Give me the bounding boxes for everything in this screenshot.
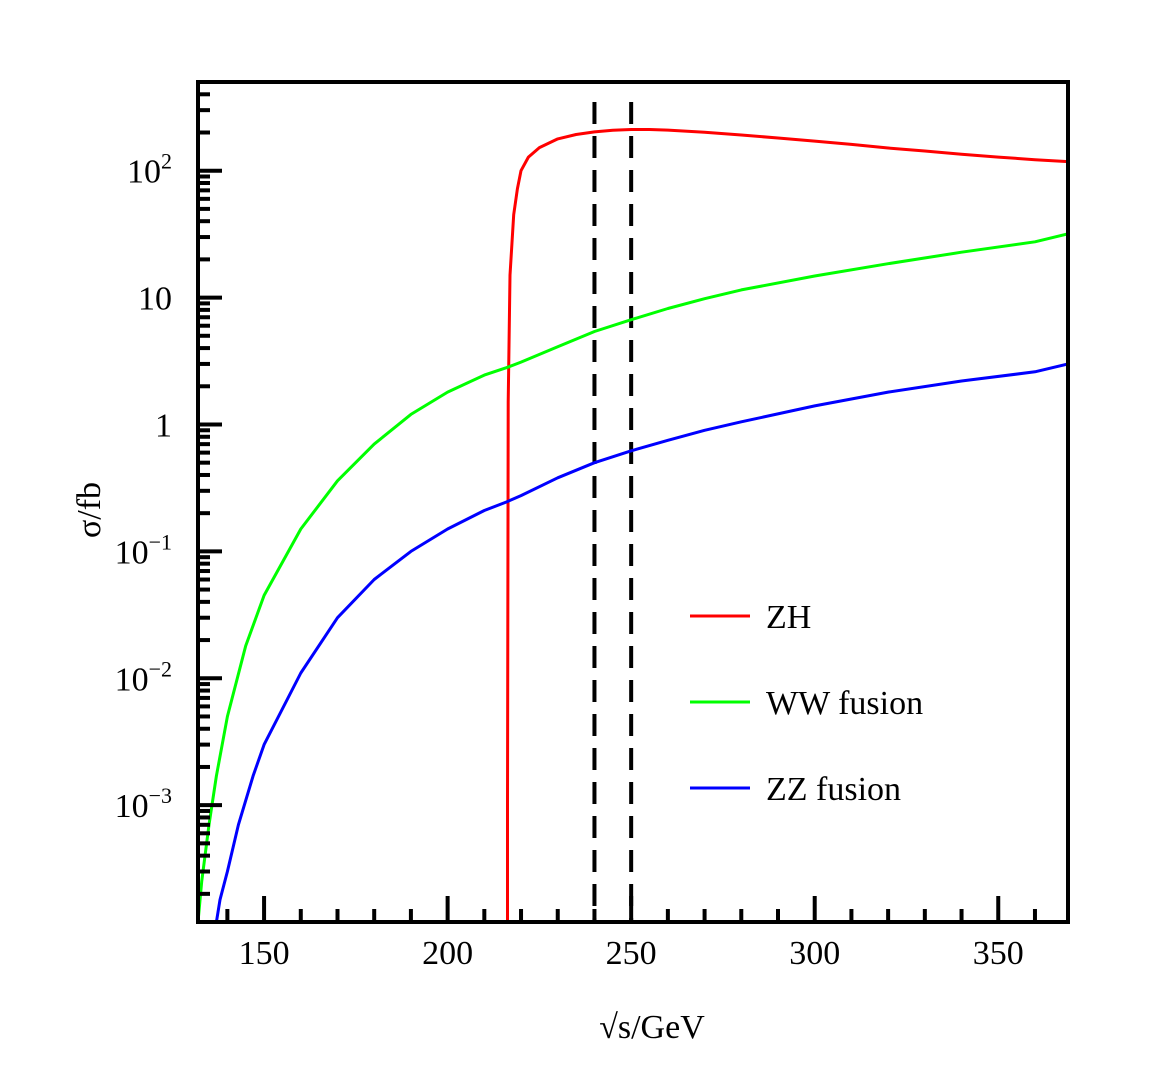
y-tick-label: 10−2 bbox=[115, 656, 172, 698]
y-tick-label: 10 bbox=[138, 281, 172, 318]
y-tick-base: 10 bbox=[127, 154, 161, 191]
y-tick-base: 10 bbox=[115, 534, 149, 571]
x-tick-label: 300 bbox=[789, 935, 840, 972]
legend-label: ZH bbox=[766, 599, 811, 636]
y-tick-label: 10−3 bbox=[115, 783, 172, 825]
x-tick-label: 150 bbox=[239, 935, 290, 972]
x-axis-label: √s/GeV bbox=[599, 1009, 705, 1046]
y-tick-exponent: −2 bbox=[149, 656, 172, 681]
y-tick-label: 10−1 bbox=[115, 529, 172, 571]
y-tick-base: 1 bbox=[155, 407, 172, 444]
y-tick-exponent: −1 bbox=[149, 529, 172, 554]
y-tick-base: 10 bbox=[115, 788, 149, 825]
x-tick-label: 350 bbox=[973, 935, 1024, 972]
y-tick-exponent: 2 bbox=[161, 149, 172, 174]
reference-lines bbox=[592, 102, 634, 922]
y-axis-label: σ/fb bbox=[71, 482, 108, 538]
y-tick-exponent: −3 bbox=[149, 783, 172, 808]
legend-label: WW fusion bbox=[766, 685, 923, 722]
y-tick-base: 10 bbox=[138, 281, 172, 318]
y-tick-base: 10 bbox=[115, 661, 149, 698]
x-tick-label: 250 bbox=[606, 935, 657, 972]
series-line-zz-fusion bbox=[214, 362, 1068, 922]
y-tick-label: 102 bbox=[127, 149, 172, 191]
series-line-zh bbox=[506, 128, 1068, 922]
legend-label: ZZ fusion bbox=[766, 771, 901, 808]
series-line-ww-fusion bbox=[198, 232, 1068, 922]
legend: ZH WW fusion ZZ fusion bbox=[690, 599, 923, 808]
y-tick-label: 1 bbox=[155, 407, 172, 444]
x-tick-label: 200 bbox=[422, 935, 473, 972]
series-lines bbox=[198, 128, 1068, 922]
